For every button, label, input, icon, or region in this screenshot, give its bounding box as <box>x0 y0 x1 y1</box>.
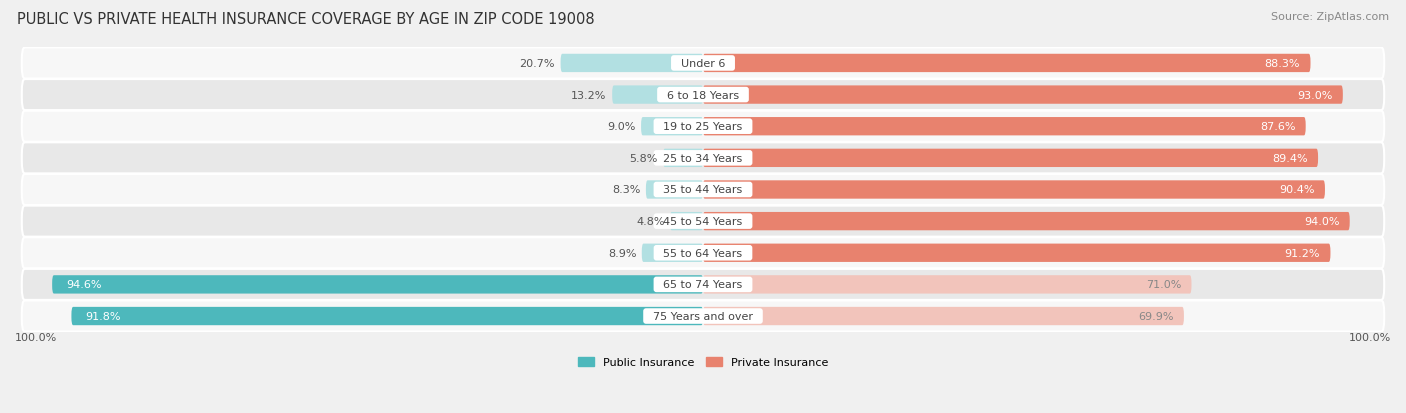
FancyBboxPatch shape <box>22 237 1384 268</box>
FancyBboxPatch shape <box>703 307 1184 325</box>
FancyBboxPatch shape <box>52 275 703 294</box>
Text: 35 to 44 Years: 35 to 44 Years <box>657 185 749 195</box>
FancyBboxPatch shape <box>612 86 703 104</box>
Text: 13.2%: 13.2% <box>571 90 606 100</box>
FancyBboxPatch shape <box>561 55 703 73</box>
Text: 91.8%: 91.8% <box>86 311 121 321</box>
Text: 94.6%: 94.6% <box>66 280 101 290</box>
Text: 90.4%: 90.4% <box>1279 185 1315 195</box>
FancyBboxPatch shape <box>703 244 1330 262</box>
Text: 89.4%: 89.4% <box>1272 154 1308 164</box>
FancyBboxPatch shape <box>703 86 1343 104</box>
FancyBboxPatch shape <box>645 181 703 199</box>
FancyBboxPatch shape <box>671 212 703 231</box>
Text: 5.8%: 5.8% <box>630 154 658 164</box>
Text: 88.3%: 88.3% <box>1264 59 1301 69</box>
FancyBboxPatch shape <box>22 48 1384 79</box>
FancyBboxPatch shape <box>641 244 703 262</box>
Text: 20.7%: 20.7% <box>520 59 555 69</box>
Text: 100.0%: 100.0% <box>15 333 58 343</box>
Text: 45 to 54 Years: 45 to 54 Years <box>657 216 749 227</box>
Text: 25 to 34 Years: 25 to 34 Years <box>657 154 749 164</box>
Text: 9.0%: 9.0% <box>607 122 636 132</box>
Text: Source: ZipAtlas.com: Source: ZipAtlas.com <box>1271 12 1389 22</box>
FancyBboxPatch shape <box>22 301 1384 332</box>
Text: 8.3%: 8.3% <box>612 185 640 195</box>
FancyBboxPatch shape <box>72 307 703 325</box>
Text: 4.8%: 4.8% <box>636 216 665 227</box>
FancyBboxPatch shape <box>664 150 703 168</box>
Text: 87.6%: 87.6% <box>1260 122 1295 132</box>
Text: 75 Years and over: 75 Years and over <box>645 311 761 321</box>
Text: 69.9%: 69.9% <box>1137 311 1174 321</box>
Text: 94.0%: 94.0% <box>1303 216 1340 227</box>
FancyBboxPatch shape <box>703 55 1310 73</box>
FancyBboxPatch shape <box>703 150 1317 168</box>
Text: 6 to 18 Years: 6 to 18 Years <box>659 90 747 100</box>
FancyBboxPatch shape <box>22 175 1384 206</box>
Text: 93.0%: 93.0% <box>1298 90 1333 100</box>
FancyBboxPatch shape <box>703 118 1306 136</box>
Text: Under 6: Under 6 <box>673 59 733 69</box>
FancyBboxPatch shape <box>703 181 1324 199</box>
FancyBboxPatch shape <box>22 112 1384 142</box>
Text: 55 to 64 Years: 55 to 64 Years <box>657 248 749 258</box>
Text: 19 to 25 Years: 19 to 25 Years <box>657 122 749 132</box>
FancyBboxPatch shape <box>22 80 1384 111</box>
Text: 71.0%: 71.0% <box>1146 280 1181 290</box>
Text: PUBLIC VS PRIVATE HEALTH INSURANCE COVERAGE BY AGE IN ZIP CODE 19008: PUBLIC VS PRIVATE HEALTH INSURANCE COVER… <box>17 12 595 27</box>
FancyBboxPatch shape <box>703 212 1350 231</box>
Text: 65 to 74 Years: 65 to 74 Years <box>657 280 749 290</box>
Legend: Public Insurance, Private Insurance: Public Insurance, Private Insurance <box>574 353 832 372</box>
FancyBboxPatch shape <box>22 143 1384 174</box>
Text: 8.9%: 8.9% <box>607 248 637 258</box>
FancyBboxPatch shape <box>641 118 703 136</box>
FancyBboxPatch shape <box>22 206 1384 237</box>
Text: 100.0%: 100.0% <box>1348 333 1391 343</box>
Text: 91.2%: 91.2% <box>1285 248 1320 258</box>
FancyBboxPatch shape <box>22 269 1384 300</box>
FancyBboxPatch shape <box>703 275 1191 294</box>
